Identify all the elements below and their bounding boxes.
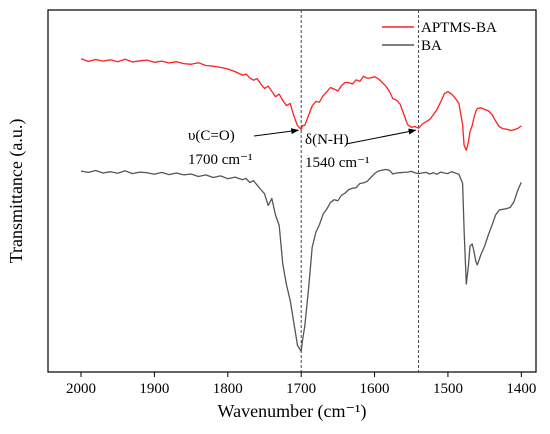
annotation-value-0: 1700 cm⁻¹ bbox=[188, 152, 253, 168]
annotation-label-0: υ(C=O) bbox=[188, 128, 235, 144]
annotation-label-1: δ(N-H) bbox=[305, 132, 349, 148]
x-tick-label-1400: 1400 bbox=[506, 381, 536, 397]
x-tick-label-1500: 1500 bbox=[433, 381, 463, 397]
legend-label-0: APTMS-BA bbox=[421, 20, 497, 36]
annotations: υ(C=O) 1700 cm⁻¹ δ(N-H) 1540 cm⁻¹ bbox=[188, 128, 417, 171]
x-tick-label-1800: 1800 bbox=[213, 381, 243, 397]
series-group bbox=[80, 58, 522, 353]
annotation-value-1: 1540 cm⁻¹ bbox=[305, 155, 370, 171]
x-tick-label-1600: 1600 bbox=[360, 381, 390, 397]
x-tick-label-2000: 2000 bbox=[66, 381, 96, 397]
series-line-aptms-ba bbox=[80, 58, 522, 151]
series-line-ba bbox=[80, 168, 522, 353]
x-axis-label: Wavenumber (cm⁻¹) bbox=[218, 401, 367, 422]
legend: APTMS-BA BA bbox=[382, 20, 497, 54]
annotation-arrow-0 bbox=[253, 128, 300, 137]
legend-label-1: BA bbox=[421, 38, 442, 54]
reference-lines bbox=[300, 10, 420, 372]
plot-frame bbox=[47, 9, 537, 373]
x-tick-label-1700: 1700 bbox=[286, 381, 316, 397]
x-axis-ticks: 2000 1900 1800 1700 1600 1500 1400 bbox=[66, 372, 536, 397]
y-axis-label: Transmittance (a.u.) bbox=[6, 119, 27, 264]
x-tick-label-1900: 1900 bbox=[139, 381, 169, 397]
annotation-arrow-1 bbox=[345, 128, 417, 145]
